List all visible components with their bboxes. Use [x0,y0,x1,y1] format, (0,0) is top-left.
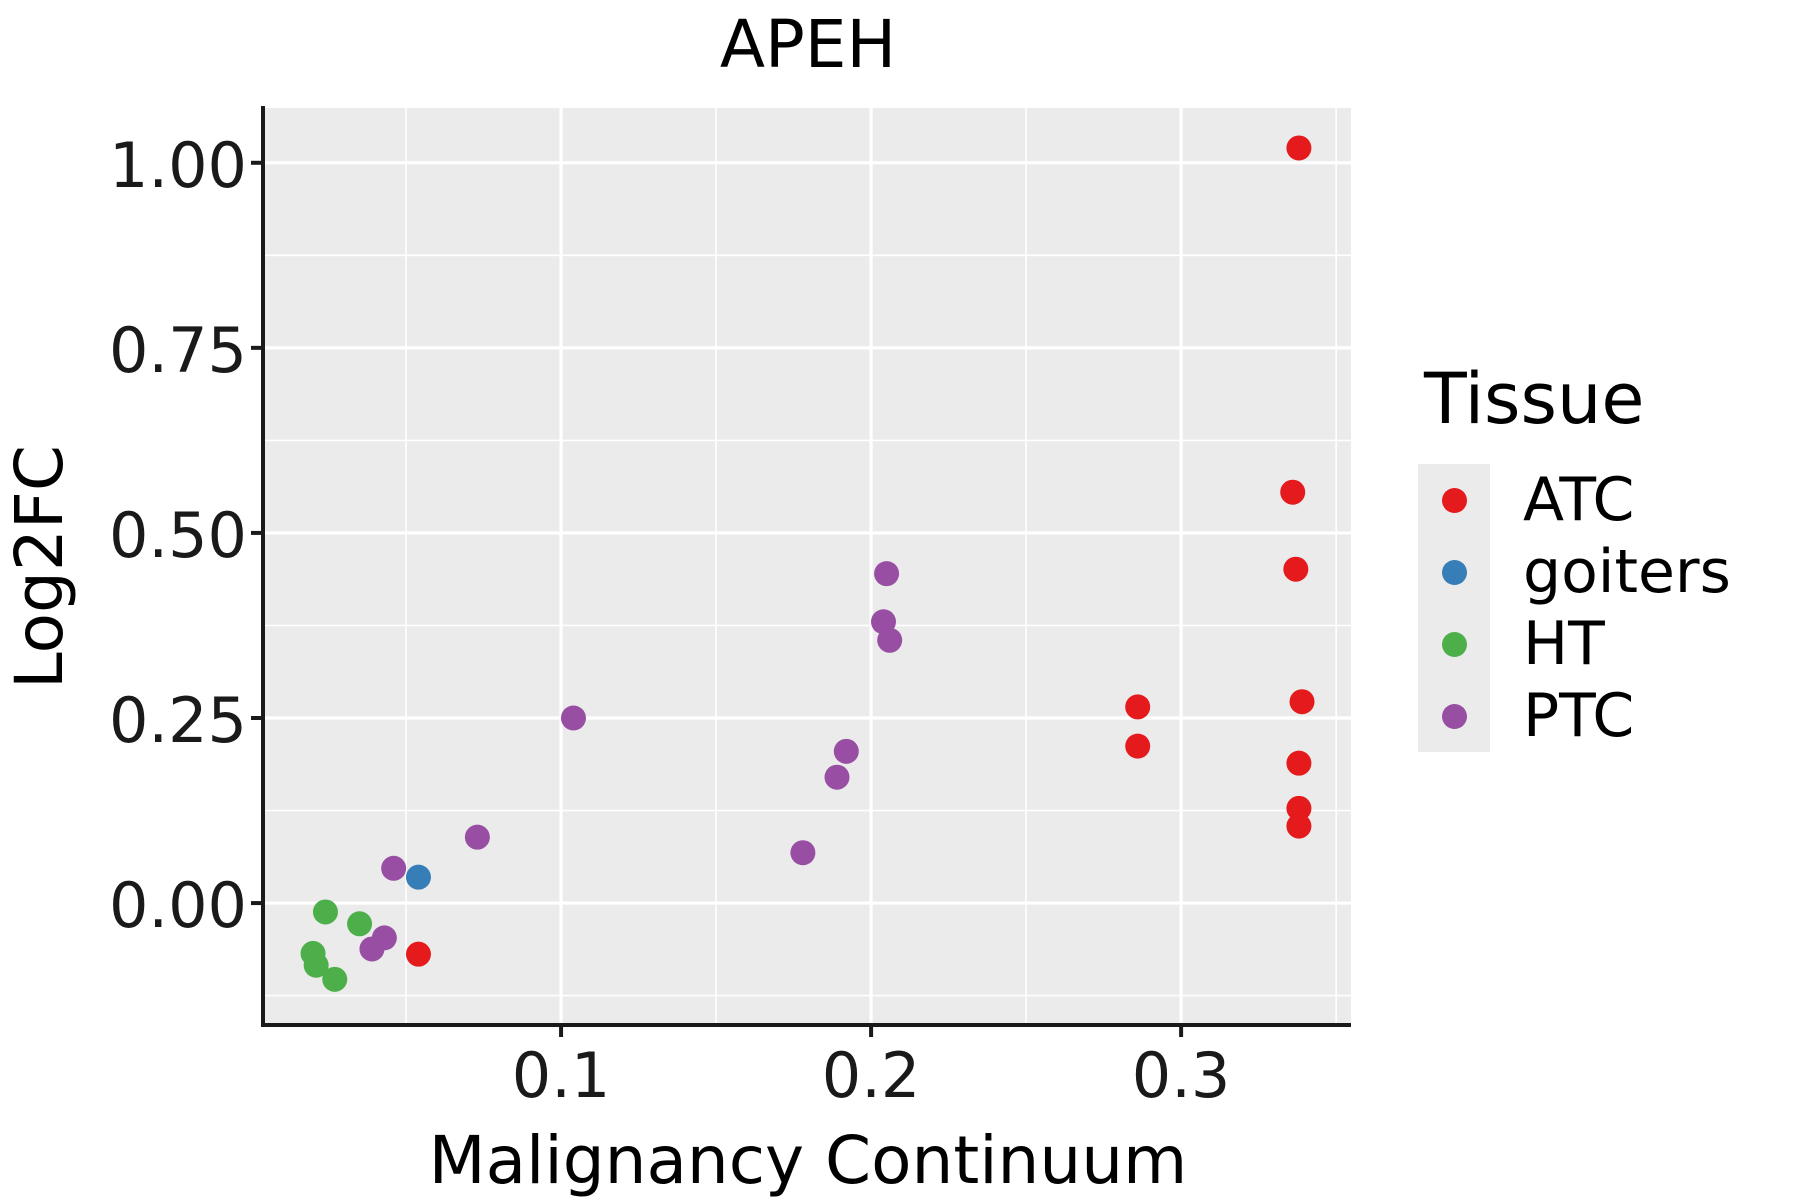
point-ATC [405,941,431,967]
point-ATC [1125,694,1151,720]
legend-key [1418,608,1490,680]
point-PTC [790,840,816,866]
point-PTC [381,855,407,881]
legend-dot-icon [1441,559,1467,585]
point-ATC [1286,750,1312,776]
point-ATC [1283,556,1309,582]
legend-label: PTC [1523,681,1635,751]
legend-item-ATC: ATC [1418,464,1731,536]
point-PTC [833,738,859,764]
point-PTC [464,824,490,850]
point-HT [322,966,348,992]
y-tick-label: 1.00 [108,128,247,202]
legend-key [1418,464,1490,536]
legend-key [1418,536,1490,608]
x-axis-title: Malignancy Continuum [428,1122,1188,1199]
legend-dot-icon [1441,487,1467,513]
point-PTC [560,705,586,731]
legend-label: HT [1523,609,1605,679]
legend: Tissue ATC goiters HT PTC [1418,362,1731,752]
x-tick-label: 0.1 [511,1039,611,1112]
point-ATC [1280,479,1306,505]
plot-panel [265,108,1351,1023]
y-tick-label: 0.25 [108,684,247,757]
legend-item-goiters: goiters [1418,536,1731,608]
legend-dot-icon [1441,703,1467,729]
y-tick-label: 0.75 [108,313,247,387]
point-ATC [1289,689,1315,715]
point-ATC [1286,135,1312,161]
point-PTC [874,561,900,587]
legend-item-PTC: PTC [1418,680,1731,752]
point-HT [303,952,329,978]
y-tick-label: 0.00 [108,869,247,943]
legend-label: goiters [1523,537,1731,607]
legend-title: Tissue [1424,358,1645,440]
point-HT [312,899,338,925]
legend-key [1418,680,1490,752]
point-PTC [824,764,850,790]
legend-item-HT: HT [1418,608,1731,680]
point-goiters [405,864,431,890]
point-PTC [359,936,385,962]
plot-title: APEH [719,6,897,83]
point-ATC [1286,813,1312,839]
point-PTC [877,627,903,653]
point-HT [347,911,373,937]
x-tick-label: 0.2 [821,1039,921,1112]
y-tick-label: 0.50 [108,498,247,572]
x-tick-label: 0.3 [1131,1039,1231,1112]
legend-label: ATC [1523,465,1635,535]
legend-dot-icon [1441,631,1467,657]
point-ATC [1286,795,1312,821]
point-ATC [1125,733,1151,759]
legend-items: ATC goiters HT PTC [1418,464,1731,752]
